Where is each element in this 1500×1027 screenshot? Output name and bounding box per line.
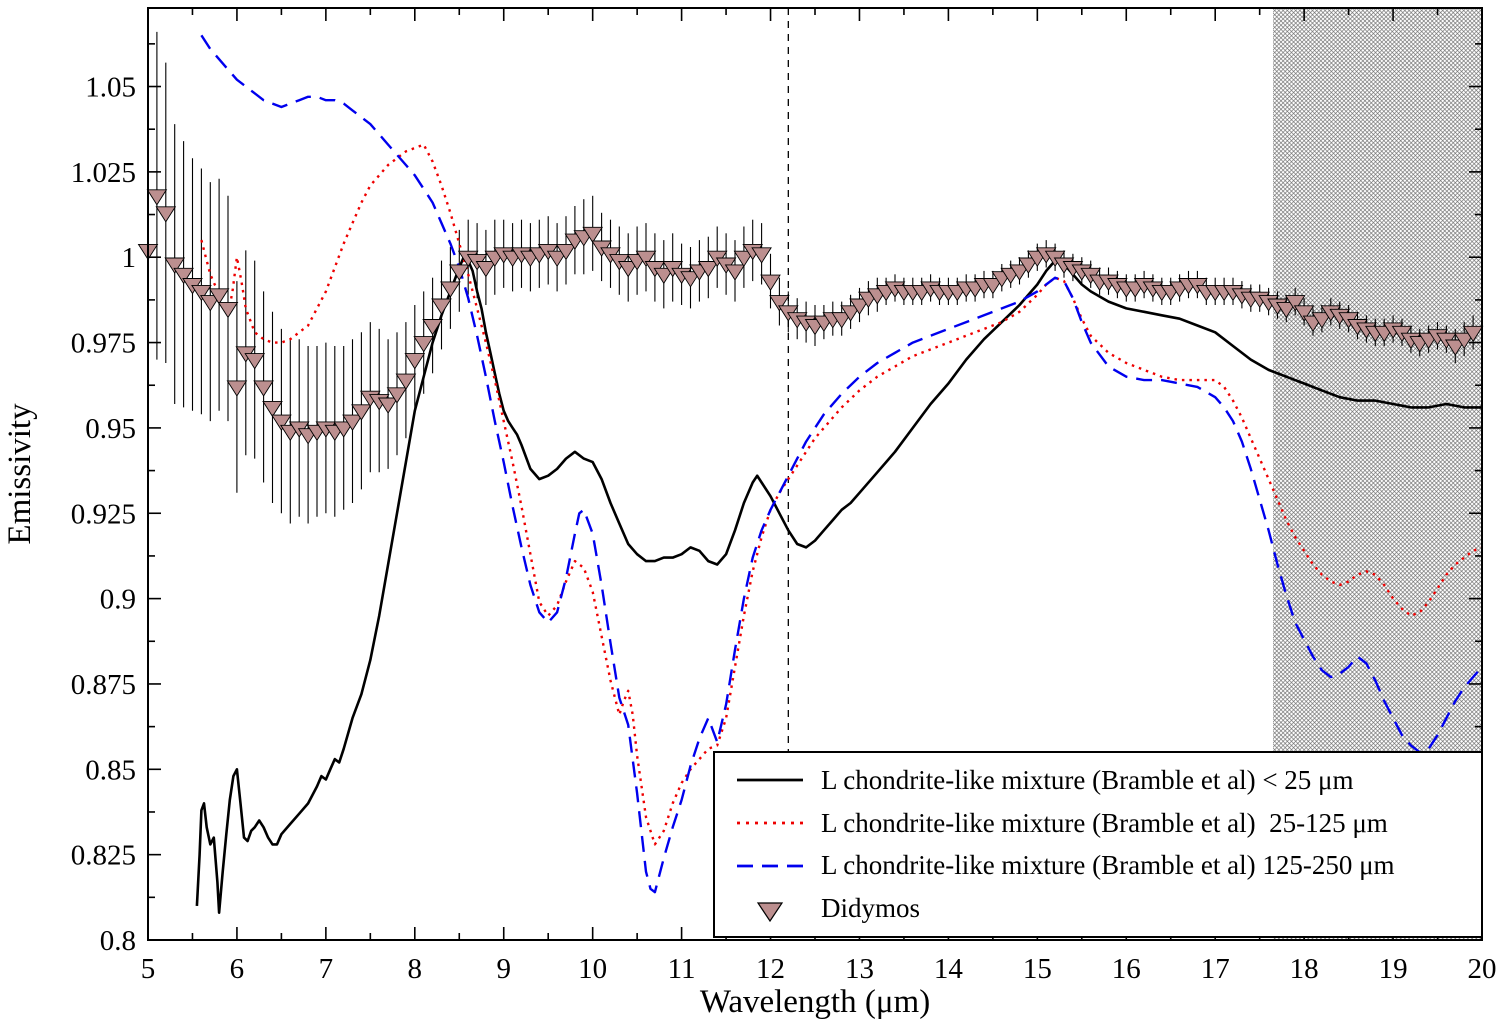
svg-text:0.925: 0.925	[71, 498, 136, 530]
svg-text:1: 1	[122, 242, 137, 274]
series-125-250um	[200, 34, 1483, 894]
x-axis-label: Wavelength (μm)	[700, 984, 930, 1020]
legend: L chondrite-like mixture (Bramble et al)…	[713, 751, 1483, 938]
svg-text:0.95: 0.95	[85, 413, 136, 445]
svg-text:0.975: 0.975	[71, 328, 136, 360]
svg-text:1.025: 1.025	[71, 157, 136, 189]
svg-text:13: 13	[845, 953, 874, 985]
svg-text:0.9: 0.9	[100, 584, 136, 616]
svg-text:6: 6	[230, 953, 245, 985]
legend-label-lt25: L chondrite-like mixture (Bramble et al)…	[821, 764, 1354, 795]
svg-text:8: 8	[408, 953, 423, 985]
svg-text:17: 17	[1201, 953, 1230, 985]
legend-item-125-250: L chondrite-like mixture (Bramble et al)…	[735, 850, 1481, 881]
didymos-markers	[137, 189, 1484, 445]
svg-text:10: 10	[578, 953, 607, 985]
legend-line-dashed	[737, 864, 803, 868]
series-25-125um	[200, 143, 1483, 846]
legend-line-dotted	[737, 821, 803, 825]
legend-label-25-125: L chondrite-like mixture (Bramble et al)…	[821, 807, 1388, 838]
svg-text:19: 19	[1379, 953, 1408, 985]
svg-text:15: 15	[1023, 953, 1052, 985]
legend-marker-triangle-down-icon	[756, 902, 784, 922]
svg-text:0.8: 0.8	[100, 925, 136, 957]
legend-item-lt25: L chondrite-like mixture (Bramble et al)…	[735, 765, 1481, 796]
svg-text:1.05: 1.05	[85, 72, 136, 104]
legend-line-solid	[737, 778, 803, 782]
y-tick-labels: 0.8 0.825 0.85 0.875 0.9 0.925 0.95 0.975 1 1.025…	[71, 72, 136, 957]
svg-text:9: 9	[496, 953, 511, 985]
svg-text:18: 18	[1290, 953, 1319, 985]
svg-text:5: 5	[141, 953, 156, 985]
x-tick-labels: 5 6 7 8 9 10 11 12 13 14 15 16 17 18 19 20	[141, 953, 1497, 985]
svg-text:7: 7	[319, 953, 334, 985]
svg-text:11: 11	[668, 953, 696, 985]
y-axis-label: Emissivity	[2, 403, 38, 545]
svg-text:16: 16	[1112, 953, 1141, 985]
svg-text:12: 12	[756, 953, 785, 985]
svg-text:20: 20	[1468, 953, 1497, 985]
svg-text:0.825: 0.825	[71, 840, 136, 872]
legend-label-125-250: L chondrite-like mixture (Bramble et al)…	[821, 850, 1395, 881]
svg-text:0.875: 0.875	[71, 669, 136, 701]
legend-label-didymos: Didymos	[821, 893, 921, 924]
legend-item-25-125: L chondrite-like mixture (Bramble et al)…	[735, 808, 1481, 839]
svg-text:0.85: 0.85	[85, 754, 136, 786]
svg-text:14: 14	[934, 953, 964, 985]
legend-item-didymos: Didymos	[735, 893, 1481, 924]
series-lt25um	[195, 255, 1482, 914]
